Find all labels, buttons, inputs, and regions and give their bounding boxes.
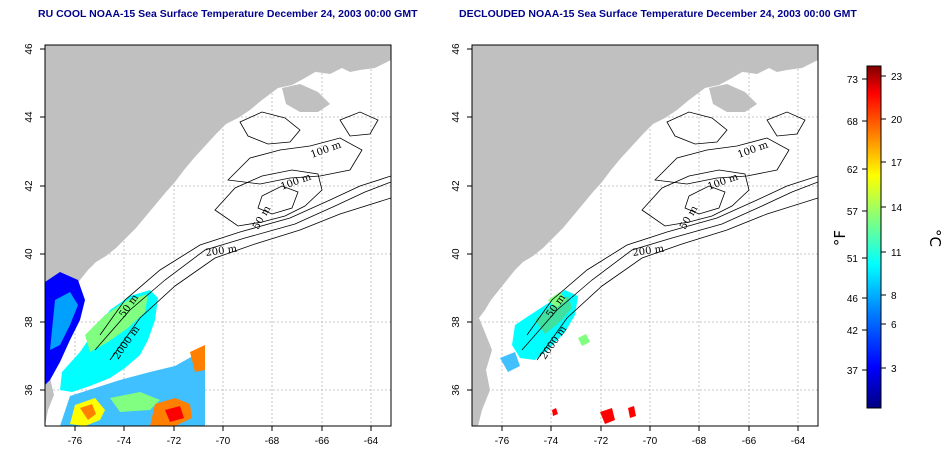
- right-lat-tick: 44: [451, 111, 462, 123]
- fahrenheit-tick: 46: [847, 294, 859, 305]
- celsius-tick: 17: [891, 158, 903, 169]
- left-lat-tick: 42: [24, 180, 35, 192]
- celsius-tick: 14: [891, 203, 903, 214]
- left-lat-tick: 46: [24, 43, 35, 55]
- fahrenheit-tick: 51: [847, 254, 859, 265]
- right-lat-tick: 36: [451, 384, 462, 396]
- celsius-tick: 6: [891, 320, 897, 331]
- left-lat-tick: 44: [24, 111, 35, 123]
- right-lat-tick: 38: [451, 316, 462, 328]
- right-lat-tick: 40: [451, 248, 462, 260]
- left-lat-tick: 36: [24, 384, 35, 396]
- left-lon-tick: -76: [68, 436, 83, 447]
- celsius-tick: 23: [891, 72, 903, 83]
- right-lon-tick: -64: [791, 436, 806, 447]
- right-contour-label: 200 m: [632, 244, 665, 259]
- fahrenheit-tick: 68: [847, 117, 859, 128]
- left-lon-tick: -68: [265, 436, 280, 447]
- fahrenheit-tick: 42: [847, 326, 859, 337]
- right-lat-tick: 46: [451, 43, 462, 55]
- right-lon-tick: -70: [643, 436, 658, 447]
- right-map: -76 -74 -72 -70 -68 -66 -64 36 38 40 42 …: [451, 43, 819, 447]
- right-lat-tick: 42: [451, 180, 462, 192]
- left-lon-tick: -74: [117, 436, 132, 447]
- left-lat-tick: 40: [24, 248, 35, 260]
- right-contours: [521, 111, 818, 361]
- left-contour-label: 200 m: [205, 244, 238, 259]
- colorbar-gradient: [866, 65, 882, 409]
- left-map: -76 -74 -72 -70 -68 -66 -64 36 38 40 42 …: [24, 43, 392, 447]
- celsius-unit-label: °C: [926, 229, 944, 247]
- fahrenheit-tick: 62: [847, 165, 859, 176]
- left-contours: [94, 111, 391, 361]
- celsius-tick: 11: [891, 248, 902, 259]
- right-land: [472, 45, 818, 426]
- left-map-title: RU COOL NOAA-15 Sea Surface Temperature …: [38, 8, 418, 20]
- right-lon-tick: -76: [495, 436, 510, 447]
- left-lat-tick: 38: [24, 316, 35, 328]
- fahrenheit-tick: 73: [847, 75, 859, 86]
- left-sst-swath: [45, 272, 205, 426]
- celsius-tick: 3: [891, 364, 897, 375]
- right-lon-tick: -72: [594, 436, 609, 447]
- fahrenheit-unit-label: °F: [831, 230, 849, 246]
- left-lon-tick: -70: [216, 436, 231, 447]
- left-lon-tick: -66: [315, 436, 330, 447]
- celsius-tick: 20: [891, 115, 903, 126]
- right-map-title: DECLOUDED NOAA-15 Sea Surface Temperatur…: [459, 8, 857, 20]
- left-lon-tick: -64: [364, 436, 379, 447]
- celsius-tick: 8: [891, 291, 897, 302]
- fahrenheit-tick: 37: [847, 366, 859, 377]
- fahrenheit-tick: 57: [847, 207, 859, 218]
- colorbar: 73 68 62 57 51 46 42 37 23 20 17 14 11 8…: [831, 65, 944, 409]
- right-lon-tick: -66: [742, 436, 757, 447]
- right-lon-tick: -68: [692, 436, 707, 447]
- right-lon-tick: -74: [544, 436, 559, 447]
- left-lon-tick: -72: [167, 436, 182, 447]
